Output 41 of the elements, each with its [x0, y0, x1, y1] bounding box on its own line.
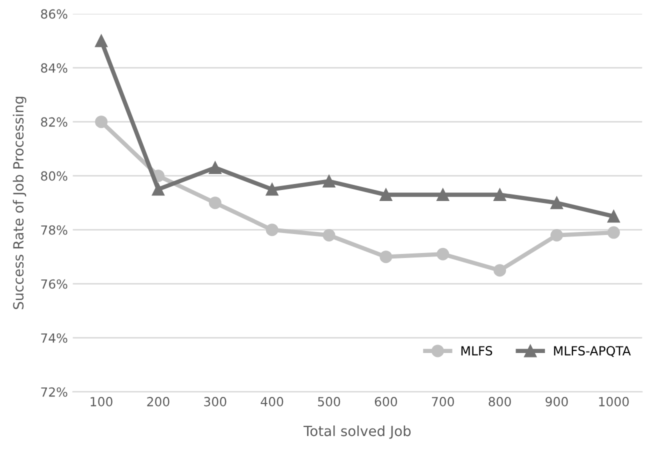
point — [607, 210, 620, 223]
point — [266, 183, 278, 196]
x-tick-label: 100 — [90, 396, 112, 406]
point — [494, 264, 506, 277]
y-tick-label: 82% — [41, 117, 68, 127]
y-axis-title: Success Rate of Job Processing — [12, 96, 26, 310]
point — [266, 224, 278, 236]
point — [95, 34, 108, 48]
x-axis-title: Total solved Job — [304, 425, 411, 439]
x-tick-label: 900 — [546, 396, 568, 406]
y-tick-label: 76% — [41, 279, 68, 289]
y-tick-label: 84% — [41, 63, 68, 73]
x-tick-label: 1000 — [599, 396, 629, 406]
x-tick-label: 700 — [432, 396, 454, 406]
legend-label: MLFS — [461, 346, 492, 356]
y-tick-label: 86% — [41, 9, 68, 19]
point — [436, 188, 450, 201]
y-tick-label: 78% — [41, 225, 68, 235]
point — [208, 161, 222, 174]
point — [322, 228, 336, 242]
point — [550, 228, 563, 242]
x-tick-label: 600 — [374, 396, 398, 406]
point — [95, 116, 108, 128]
point — [550, 196, 563, 210]
y-tick-label: 72% — [41, 387, 68, 397]
x-tick-label: 300 — [204, 396, 226, 406]
y-tick-label: 80% — [41, 171, 68, 181]
x-tick-label: 400 — [260, 396, 284, 406]
point — [380, 250, 392, 264]
point — [152, 183, 164, 196]
point — [322, 174, 336, 188]
y-tick-label: 74% — [41, 333, 68, 343]
x-tick-label: 800 — [488, 396, 511, 406]
point — [208, 196, 222, 210]
point — [380, 188, 392, 201]
point — [436, 248, 450, 260]
x-tick-label: 200 — [147, 396, 170, 406]
point — [494, 188, 506, 201]
x-tick-label: 500 — [318, 396, 340, 406]
legend-label: MLFS-APQTA — [554, 346, 631, 357]
point — [607, 226, 620, 239]
